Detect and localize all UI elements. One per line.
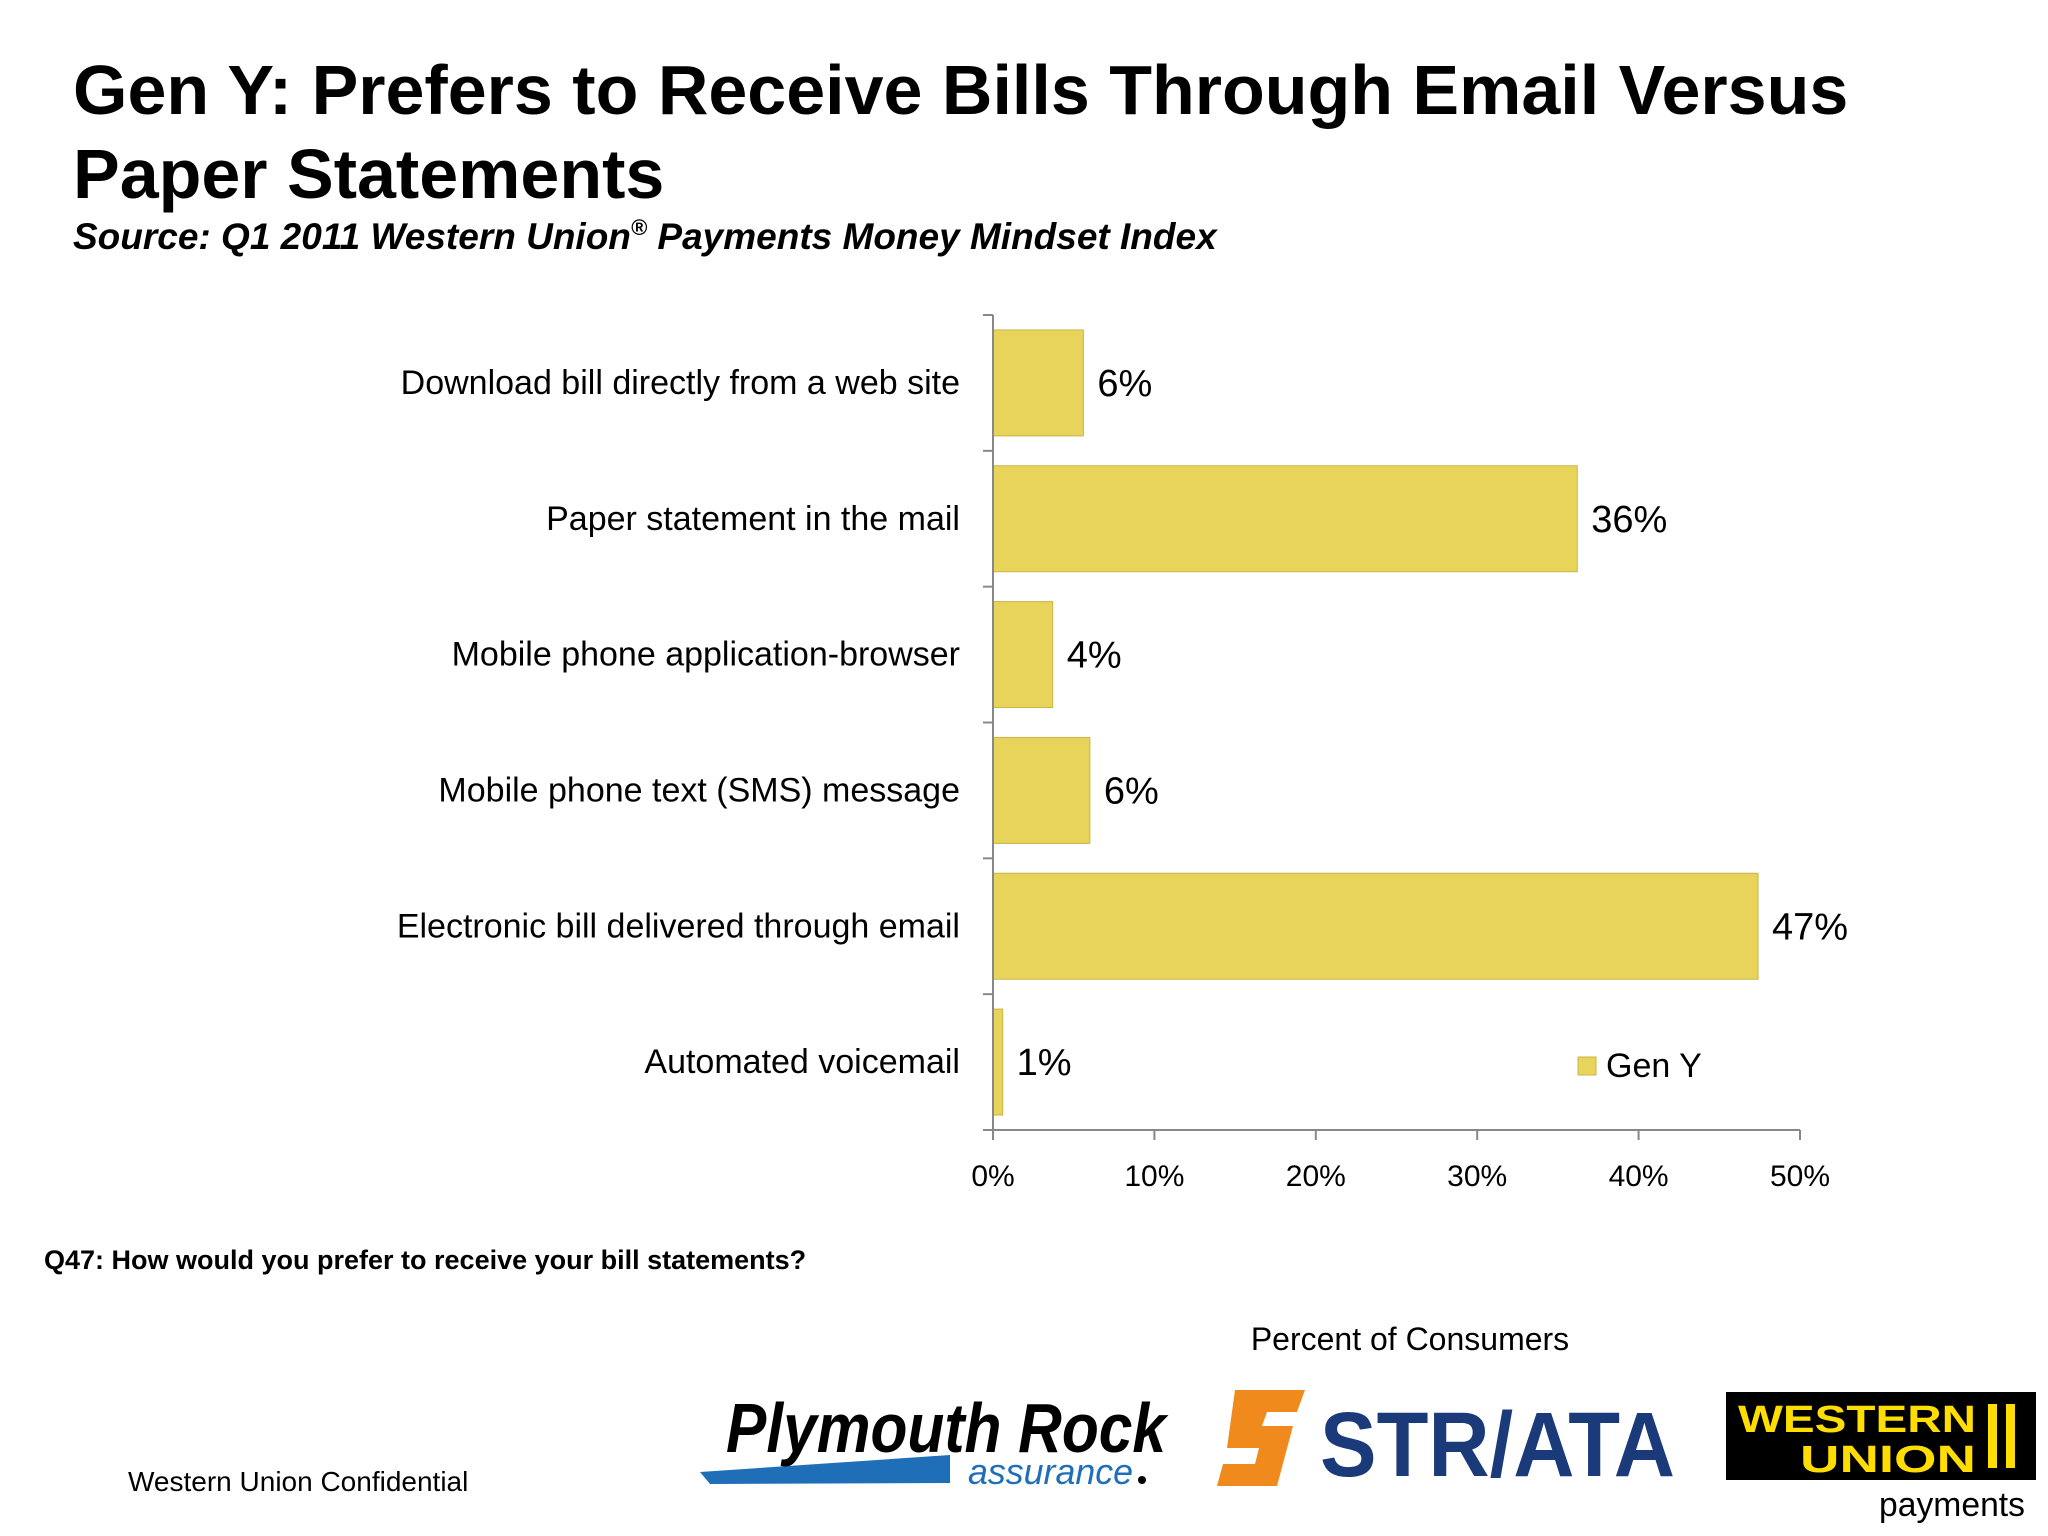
survey-question: Q47: How would you prefer to receive you…: [44, 1245, 807, 1275]
category-label-2: Mobile phone application-browser: [452, 636, 960, 674]
value-label-2: 4%: [1067, 635, 1122, 677]
x-axis-title: Percent of Consumers: [1251, 1321, 1569, 1357]
plymouth-rock-logo: Plymouth Rock assurance: [700, 1389, 1169, 1492]
category-label-4: Electronic bill delivered through email: [397, 907, 960, 945]
plymouth-sub-text: assurance: [968, 1451, 1133, 1492]
wu-sub-text: payments: [1879, 1486, 2025, 1524]
value-label-3: 6%: [1104, 770, 1159, 812]
striata-mark-icon: [1217, 1390, 1305, 1486]
wu-line2-text: UNION: [1800, 1439, 1976, 1481]
x-tick-label-1: 10%: [1124, 1160, 1184, 1193]
plymouth-dot: [1138, 1476, 1146, 1484]
category-label-3: Mobile phone text (SMS) message: [438, 771, 960, 809]
category-label-0: Download bill directly from a web site: [401, 364, 960, 402]
x-tick-label-0: 0%: [971, 1160, 1014, 1193]
x-tick-label-2: 20%: [1286, 1160, 1346, 1193]
registered-mark: ®: [630, 215, 648, 240]
western-union-logo: WESTERN UNION payments: [1726, 1392, 2036, 1524]
bar-0: [992, 329, 1084, 437]
bar-1: [992, 465, 1578, 573]
bar-4: [992, 872, 1759, 980]
wu-line1-text: WESTERN: [1738, 1399, 1976, 1441]
subtitle-text-pre: Source: Q1 2011 Western Union: [73, 216, 631, 257]
legend-swatch: [1577, 1056, 1597, 1076]
x-tick-label-3: 30%: [1447, 1160, 1507, 1193]
value-label-0: 6%: [1097, 363, 1152, 405]
wu-bar-1: [1988, 1404, 1997, 1468]
plymouth-main-text: Plymouth Rock: [726, 1389, 1169, 1467]
striata-logo: STR/ATA: [1217, 1390, 1675, 1492]
x-tick-label-4: 40%: [1609, 1160, 1669, 1193]
wu-bar-2: [2006, 1404, 2015, 1468]
plymouth-swoosh: [700, 1455, 950, 1484]
page-title: Gen Y: Prefers to Receive Bills Through …: [73, 51, 1849, 213]
wu-badge: [1726, 1392, 2036, 1480]
value-label-4: 47%: [1772, 906, 1848, 948]
subtitle-text-post: Payments Money Mindset Index: [647, 216, 1217, 257]
category-label-5: Automated voicemail: [644, 1043, 960, 1081]
legend-label: Gen Y: [1606, 1047, 1702, 1085]
value-label-5: 1%: [1017, 1042, 1072, 1084]
value-label-1: 36%: [1591, 499, 1667, 541]
source-subtitle: Source: Q1 2011 Western Union® Payments …: [73, 215, 1217, 259]
bar-5: [992, 1008, 1004, 1116]
category-label-1: Paper statement in the mail: [546, 500, 960, 538]
bar-chart: Download bill directly from a web site 6%…: [397, 314, 1848, 1357]
bar-3: [992, 736, 1091, 844]
x-tick-label-5: 50%: [1770, 1160, 1830, 1193]
confidential-note: Western Union Confidential: [128, 1466, 469, 1497]
striata-text: STR/ATA: [1320, 1394, 1675, 1492]
bar-2: [992, 601, 1054, 709]
